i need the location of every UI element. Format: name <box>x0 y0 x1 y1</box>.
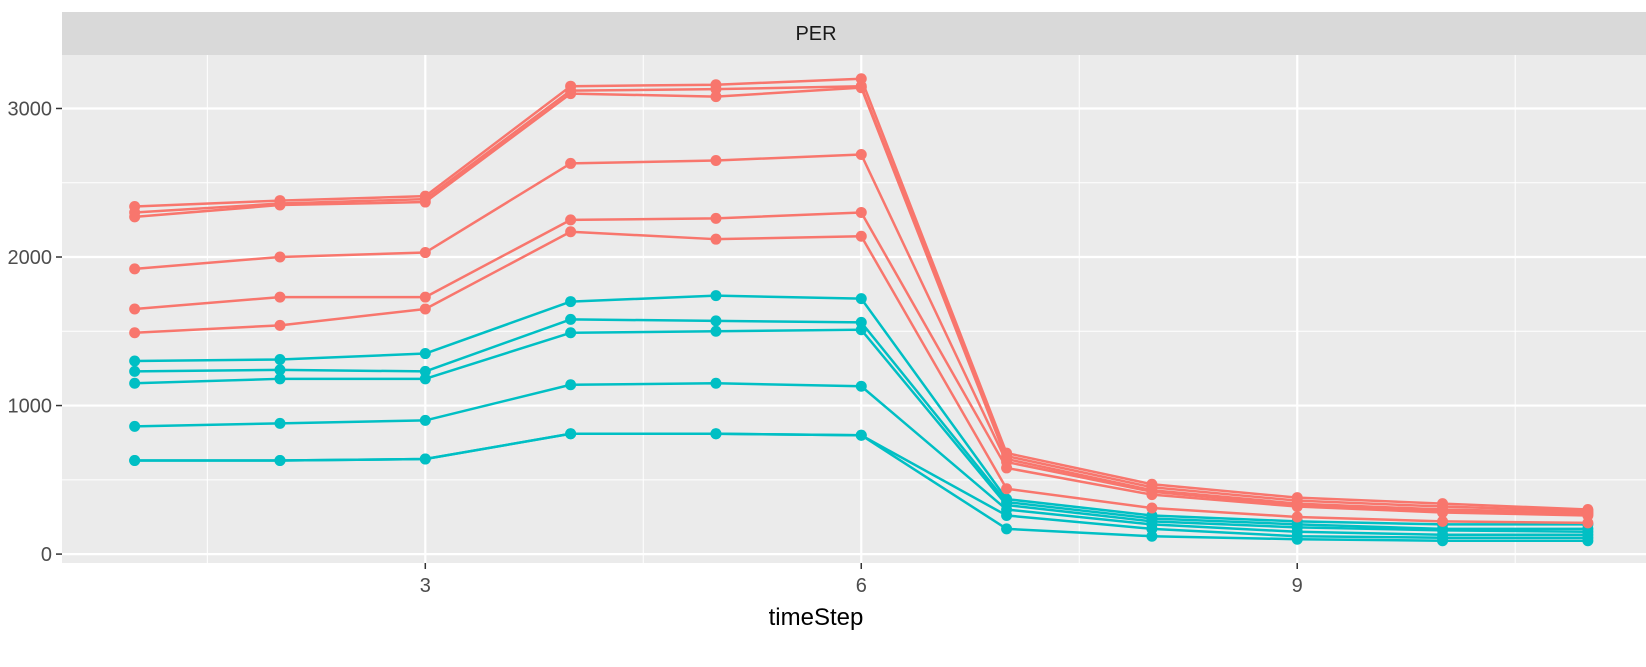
data-point <box>710 154 722 166</box>
data-point <box>129 327 141 339</box>
data-point <box>129 263 141 275</box>
data-point <box>129 365 141 377</box>
data-point <box>274 354 286 366</box>
x-tick-label: 9 <box>1292 575 1303 597</box>
facet-strip-label: PER <box>795 23 836 45</box>
data-point <box>129 211 141 223</box>
data-point <box>710 233 722 245</box>
data-point <box>855 230 867 242</box>
data-point <box>855 429 867 441</box>
data-point <box>565 327 577 339</box>
data-point <box>710 315 722 327</box>
data-point <box>1437 515 1449 527</box>
data-point <box>855 149 867 161</box>
data-point <box>1291 501 1303 513</box>
data-point <box>419 196 431 208</box>
data-point <box>274 251 286 263</box>
y-tick-label: 0 <box>41 544 52 566</box>
data-point <box>1582 535 1594 547</box>
series-layer <box>129 73 1594 547</box>
data-point <box>855 206 867 218</box>
major-grid <box>62 55 1646 563</box>
data-point <box>1146 530 1158 542</box>
data-point <box>274 364 286 376</box>
data-point <box>855 324 867 336</box>
data-point <box>855 380 867 392</box>
data-point <box>855 293 867 305</box>
data-point <box>710 290 722 302</box>
data-point <box>129 303 141 315</box>
data-point <box>565 226 577 238</box>
data-point <box>1437 506 1449 518</box>
series-red-5 <box>129 206 1594 521</box>
data-point <box>710 428 722 440</box>
data-point <box>419 247 431 259</box>
panel-background <box>62 55 1646 563</box>
data-point <box>1146 489 1158 501</box>
axis-ticks: 3 6 9 0 1000 2000 3000 <box>8 98 1303 597</box>
data-point <box>565 88 577 100</box>
data-point <box>274 417 286 429</box>
y-tick-label: 1000 <box>8 396 53 418</box>
data-point <box>129 420 141 432</box>
data-point <box>565 157 577 169</box>
data-point <box>710 325 722 337</box>
data-point <box>1001 509 1013 521</box>
data-point <box>565 296 577 308</box>
data-point <box>1582 517 1594 529</box>
data-point <box>710 377 722 389</box>
x-tick-label: 6 <box>856 575 867 597</box>
data-point <box>1001 483 1013 495</box>
data-point <box>565 428 577 440</box>
data-point <box>1291 511 1303 523</box>
series-red-6 <box>129 226 1594 529</box>
data-point <box>1001 523 1013 535</box>
data-point <box>1437 535 1449 547</box>
data-point <box>274 455 286 467</box>
data-point <box>710 212 722 224</box>
data-point <box>129 377 141 389</box>
data-point <box>1146 502 1158 514</box>
data-point <box>565 214 577 226</box>
data-point <box>129 455 141 467</box>
data-point <box>419 303 431 315</box>
x-axis-title: timeStep <box>769 604 864 631</box>
data-point <box>419 348 431 360</box>
data-point <box>855 82 867 94</box>
data-point <box>419 291 431 303</box>
data-point <box>1001 462 1013 474</box>
data-point <box>419 414 431 426</box>
data-point <box>419 453 431 465</box>
series-teal-12 <box>129 428 1594 547</box>
data-point <box>274 291 286 303</box>
data-point <box>565 379 577 391</box>
x-tick-label: 3 <box>420 575 431 597</box>
data-point <box>129 355 141 367</box>
data-point <box>274 199 286 211</box>
data-point <box>710 91 722 103</box>
data-point <box>274 319 286 331</box>
minor-grid <box>62 55 1646 563</box>
facet-strip <box>62 12 1646 55</box>
data-point <box>419 373 431 385</box>
y-tick-label: 2000 <box>8 247 53 269</box>
data-point <box>565 313 577 325</box>
data-point <box>1291 533 1303 545</box>
y-tick-label: 3000 <box>8 98 53 120</box>
data-point <box>274 373 286 385</box>
